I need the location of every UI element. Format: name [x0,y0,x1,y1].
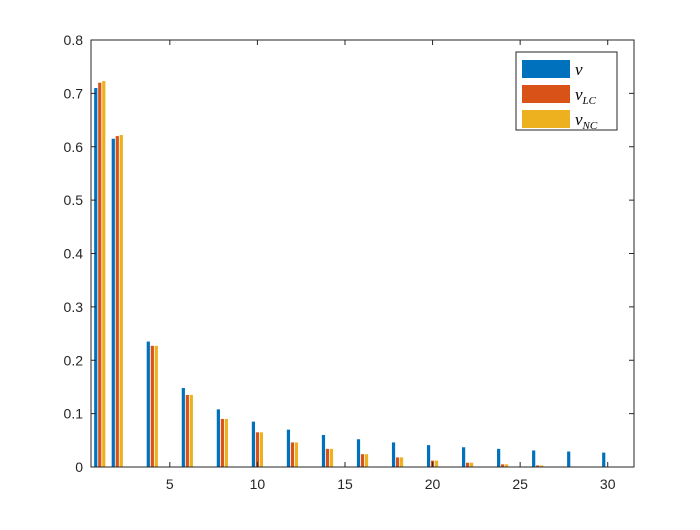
x-tick-label: 25 [512,476,528,492]
legend-label-v: v [575,60,583,79]
bar-v-nc-10 [259,432,264,467]
bar-v-28 [567,451,571,467]
axes-layer: 0 0.1 0.2 0.3 0.4 0.5 0.6 0.7 0.8 5 10 15 20 25 30 [64,32,635,492]
bar-v-nc-2 [119,135,123,467]
x-tick-label: 10 [250,476,266,492]
bar-v-lc-2 [115,136,119,467]
bar-v-30 [602,452,606,467]
bar-v-nc-8 [224,418,228,467]
bar-v-lc-4 [150,345,154,467]
x-tick-label: 20 [425,476,441,492]
legend-swatch-v [522,60,570,78]
bar-v-nc-18 [399,457,404,467]
bar-v-nc-16 [364,454,369,467]
bar-v-lc-22 [465,462,470,467]
bars-layer [94,81,606,467]
legend-label-v-nc: vNC [575,110,598,132]
bar-v-nc-26 [540,465,544,467]
bar-v-lc-6 [185,394,189,467]
bar-v-nc-4 [154,345,158,467]
bar-v-lc-16 [360,454,365,467]
bar-v-lc-24 [501,464,505,467]
legend: v vLC vNC [515,51,618,132]
y-tick-label: 0.2 [64,352,84,368]
x-tick-label: 5 [166,476,174,492]
x-tick-label: 15 [337,476,353,492]
bar-v-22 [461,447,466,467]
bar-v-20 [426,445,431,467]
y-tick-label: 0.8 [64,32,84,48]
bar-v-nc-1 [102,81,106,467]
bar-v-lc-10 [255,432,260,467]
y-tick-label: 0.6 [64,139,84,155]
bar-v-4 [146,341,150,467]
bar-v-lc-18 [395,457,400,467]
legend-label-v-lc: vLC [575,85,597,107]
bar-v-nc-6 [189,394,193,467]
bar-v-lc-26 [536,465,540,467]
bar-v-26 [532,450,536,467]
bar-v-24 [497,448,501,467]
y-tick-label: 0.5 [64,192,84,208]
bar-v-10 [251,421,256,467]
bar-v-2 [111,138,115,467]
bar-v-lc-1 [98,82,102,467]
bar-v-nc-24 [505,464,509,467]
bar-v-12 [286,429,291,467]
bar-v-nc-14 [329,448,334,467]
legend-swatch-v-nc [522,110,570,128]
bar-v-16 [356,439,361,467]
y-tick-label: 0.7 [64,85,84,101]
bar-v-18 [391,442,396,467]
bar-v-lc-14 [325,448,330,467]
legend-swatch-v-lc [522,85,570,103]
bar-v-nc-12 [294,442,299,467]
bar-v-14 [321,434,326,467]
bar-v-lc-12 [290,442,295,467]
y-tick-label: 0 [75,459,83,475]
bar-v-6 [181,388,185,467]
bar-v-nc-22 [469,462,474,467]
y-tick-label: 0.3 [64,299,84,315]
y-tick-label: 0.1 [64,406,84,422]
bar-v-nc-20 [434,460,439,467]
bar-v-8 [216,409,220,467]
bar-v-lc-8 [220,418,224,467]
bar-v-1 [94,88,98,467]
y-tick-label: 0.4 [64,246,84,262]
x-tick-label: 30 [600,476,616,492]
